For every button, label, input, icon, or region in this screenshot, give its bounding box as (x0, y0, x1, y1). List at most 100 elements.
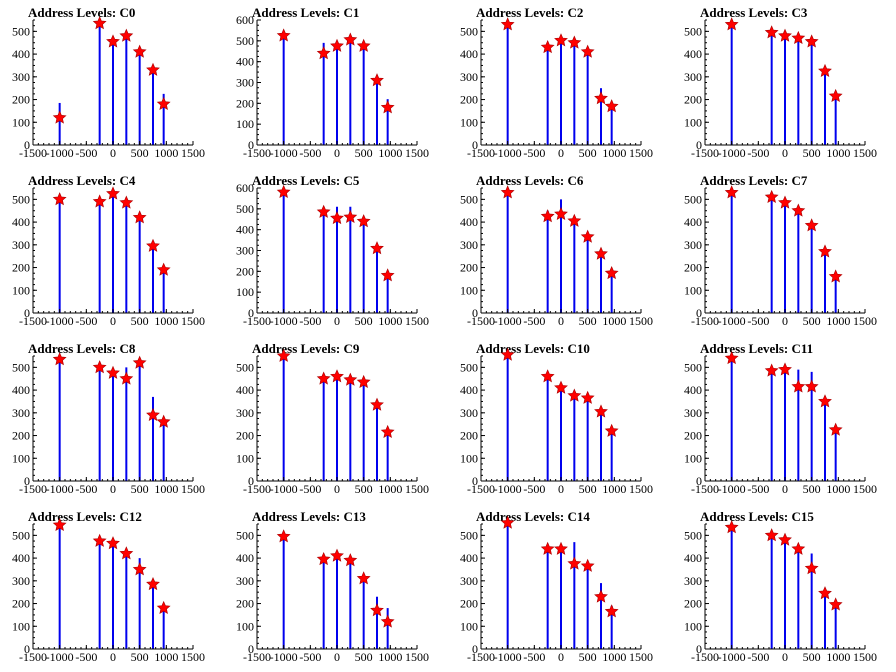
x-tick-label: 1500 (181, 650, 205, 664)
x-tick-label: -1000 (270, 482, 298, 496)
peak-star-marker (356, 214, 371, 228)
peak-star-marker (580, 44, 595, 58)
peak-star-marker (146, 62, 160, 76)
x-tick-label: -500 (75, 314, 97, 328)
peak-star-marker (146, 576, 160, 591)
x-tick-label: -1500 (243, 650, 271, 664)
y-tick-label: 0 (472, 306, 478, 320)
chart-svg: Address Levels: C00100200300400500-1500-… (12, 5, 205, 160)
y-tick-label: 0 (472, 474, 478, 488)
y-tick-label: 100 (460, 115, 478, 129)
peak-star-marker (276, 529, 291, 543)
y-tick-label: 300 (460, 238, 478, 252)
x-tick-label: -500 (75, 146, 97, 160)
peak-star-marker (540, 369, 555, 383)
chart-svg: Address Levels: C1 0 100 200 300 400 500 600 -15… (236, 5, 429, 160)
x-tick-label: 1000 (602, 314, 626, 328)
y-tick-label: 500 (12, 360, 30, 374)
x-tick-label: -1500 (19, 482, 47, 496)
peak-star-marker (132, 210, 147, 224)
chart-panel: Address Levels: C2 0 100 200 300 400 500 -1500-… (448, 0, 672, 168)
y-tick-label: 300 (12, 70, 30, 84)
x-tick-label: -500 (523, 314, 545, 328)
chart-svg: Address Levels: C13 0 100 200 300 400 500 -1500… (236, 509, 429, 664)
x-tick-label: -1500 (243, 146, 271, 160)
peak-star-marker (370, 241, 384, 255)
y-tick-label: 0 (472, 138, 478, 152)
y-tick-label: 500 (460, 360, 478, 374)
peak-star-marker (119, 195, 134, 209)
x-tick-label: 500 (803, 314, 821, 328)
y-tick-label: 400 (460, 47, 478, 61)
peak-star-marker (276, 348, 291, 362)
y-tick-label: 200 (236, 597, 254, 611)
x-tick-label: 500 (131, 650, 149, 664)
y-tick-label: 100 (460, 283, 478, 297)
y-tick-label: 200 (236, 429, 254, 443)
peak-star-marker (604, 265, 619, 280)
y-tick-label: 200 (460, 597, 478, 611)
y-tick-label: 100 (684, 619, 702, 633)
x-tick-label: 1000 (378, 146, 402, 160)
y-tick-label: 0 (696, 642, 702, 656)
peak-star-marker (119, 546, 134, 560)
peak-star-marker (119, 28, 134, 42)
y-tick-label: 600 (236, 181, 254, 195)
peak-star-marker (500, 515, 515, 529)
peak-star-marker (106, 186, 120, 200)
chart-panel: Address Levels: C10 0 100 200 300 400 500 -1500… (448, 336, 672, 504)
peak-star-marker (567, 388, 582, 402)
peak-star-marker (156, 414, 171, 428)
y-tick-label: 0 (696, 474, 702, 488)
y-tick-label: 400 (684, 383, 702, 397)
x-tick-label: 0 (110, 650, 116, 664)
peak-star-marker (380, 424, 395, 438)
peak-star-marker (343, 32, 358, 46)
x-tick-label: -1000 (718, 314, 746, 328)
y-tick-label: 200 (460, 261, 478, 275)
chart-panel: Address Levels: C3 0 100 200 300 400 500 -1500-… (672, 0, 896, 168)
chart-panel: Address Levels: C8 0 100 200 300 400 500 -1500-… (0, 336, 224, 504)
x-tick-label: 0 (334, 314, 340, 328)
peak-star-marker (370, 397, 384, 411)
x-tick-label: -1000 (494, 482, 522, 496)
chart-panel: Address Levels: C7 0 100 200 300 400 500 -1500-… (672, 168, 896, 336)
y-tick-label: 0 (24, 306, 30, 320)
peak-star-marker (330, 210, 344, 225)
chart-svg: Address Levels: C30100200300400500-1500-… (684, 5, 877, 160)
peak-star-marker (828, 422, 843, 436)
chart-panel: Address Levels: C11 0 100 200 300 400 500 -1500… (672, 336, 896, 504)
x-tick-label: 0 (558, 146, 564, 160)
chart-title: Address Levels: C8 (28, 341, 136, 356)
peak-star-marker (370, 603, 384, 617)
peak-star-marker (316, 551, 331, 566)
x-tick-label: -1000 (46, 482, 74, 496)
x-tick-label: -1500 (691, 314, 719, 328)
chart-title: Address Levels: C11 (700, 341, 813, 356)
peak-star-marker (724, 520, 739, 534)
y-tick-label: 200 (684, 261, 702, 275)
x-tick-label: 1500 (629, 650, 653, 664)
y-tick-label: 200 (684, 429, 702, 443)
y-tick-label: 500 (684, 360, 702, 374)
x-tick-label: 1500 (853, 146, 877, 160)
peak-star-marker (778, 28, 792, 42)
peak-star-marker (92, 194, 107, 208)
peak-star-marker (132, 562, 147, 576)
x-tick-label: 1000 (154, 650, 178, 664)
peak-star-marker (724, 351, 739, 365)
peak-star-marker (828, 88, 843, 102)
peak-star-marker (567, 213, 582, 227)
x-tick-label: 0 (334, 650, 340, 664)
x-tick-label: -1500 (691, 482, 719, 496)
x-tick-label: -1500 (19, 146, 47, 160)
x-tick-label: -500 (75, 482, 97, 496)
x-tick-label: -1500 (691, 650, 719, 664)
y-tick-label: 400 (236, 55, 254, 69)
x-tick-label: 500 (131, 314, 149, 328)
peak-star-marker (554, 206, 568, 220)
y-tick-label: 0 (248, 642, 254, 656)
peak-star-marker (500, 17, 515, 31)
y-tick-label: 200 (684, 597, 702, 611)
peak-star-marker (540, 541, 555, 555)
